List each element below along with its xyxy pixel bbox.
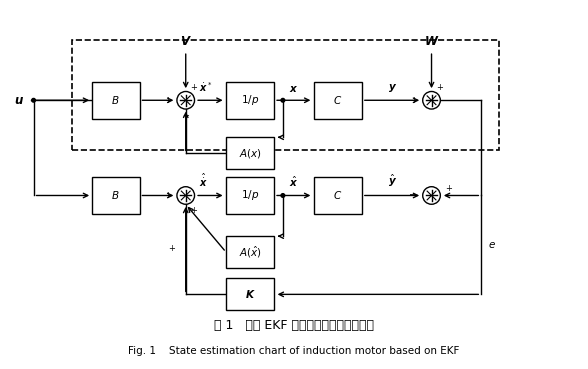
- Text: $\boldsymbol{x}$: $\boldsymbol{x}$: [289, 84, 299, 94]
- Bar: [92, 82, 139, 118]
- Text: $\hat{\boldsymbol{y}}$: $\hat{\boldsymbol{y}}$: [387, 173, 397, 189]
- Ellipse shape: [281, 194, 285, 197]
- Text: $C$: $C$: [333, 190, 342, 201]
- Ellipse shape: [177, 187, 195, 204]
- Text: +: +: [436, 83, 443, 92]
- Ellipse shape: [32, 99, 35, 102]
- Bar: [226, 82, 274, 118]
- Bar: [72, 40, 499, 150]
- Text: $\hat{\dot{\boldsymbol{x}}}$: $\hat{\dot{\boldsymbol{x}}}$: [199, 172, 208, 189]
- Text: −: −: [409, 190, 417, 200]
- Text: $1/p$: $1/p$: [241, 93, 259, 107]
- Bar: [226, 137, 274, 169]
- Bar: [92, 177, 139, 214]
- Text: $e$: $e$: [488, 240, 496, 250]
- Ellipse shape: [177, 92, 195, 109]
- Text: +: +: [164, 191, 171, 200]
- Text: $\boldsymbol{V}$: $\boldsymbol{V}$: [180, 35, 192, 48]
- Text: +: +: [182, 111, 189, 120]
- Text: $B$: $B$: [111, 190, 120, 201]
- Text: $\boldsymbol{y}$: $\boldsymbol{y}$: [387, 82, 397, 94]
- Text: Fig. 1    State estimation chart of induction motor based on EKF: Fig. 1 State estimation chart of inducti…: [128, 346, 460, 356]
- Bar: [314, 177, 362, 214]
- Text: +: +: [190, 206, 197, 215]
- Bar: [226, 177, 274, 214]
- Text: 图 1   基于 EKF 异步电机状态估计结构图: 图 1 基于 EKF 异步电机状态估计结构图: [214, 319, 374, 332]
- Text: $B$: $B$: [111, 94, 120, 106]
- Bar: [226, 278, 274, 310]
- Ellipse shape: [423, 92, 440, 109]
- Text: +: +: [445, 184, 452, 193]
- Text: $\hat{\boldsymbol{x}}$: $\hat{\boldsymbol{x}}$: [289, 175, 299, 189]
- Text: $A(x)$: $A(x)$: [239, 147, 262, 160]
- Text: $A(\hat{x})$: $A(\hat{x})$: [239, 245, 262, 260]
- Text: +: +: [410, 96, 417, 105]
- Text: $\boldsymbol{u}$: $\boldsymbol{u}$: [14, 94, 24, 107]
- Text: $1/p$: $1/p$: [241, 189, 259, 203]
- Text: $\boldsymbol{K}$: $\boldsymbol{K}$: [245, 288, 255, 300]
- Text: $\dot{\boldsymbol{x}}^*$: $\dot{\boldsymbol{x}}^*$: [199, 80, 212, 94]
- Text: +: +: [168, 244, 175, 253]
- Text: $C$: $C$: [333, 94, 342, 106]
- Ellipse shape: [423, 187, 440, 204]
- Bar: [314, 82, 362, 118]
- Text: $\boldsymbol{W}$: $\boldsymbol{W}$: [424, 35, 439, 48]
- Bar: [226, 236, 274, 268]
- Ellipse shape: [281, 99, 285, 102]
- Text: +: +: [190, 83, 197, 92]
- Text: +: +: [164, 96, 171, 105]
